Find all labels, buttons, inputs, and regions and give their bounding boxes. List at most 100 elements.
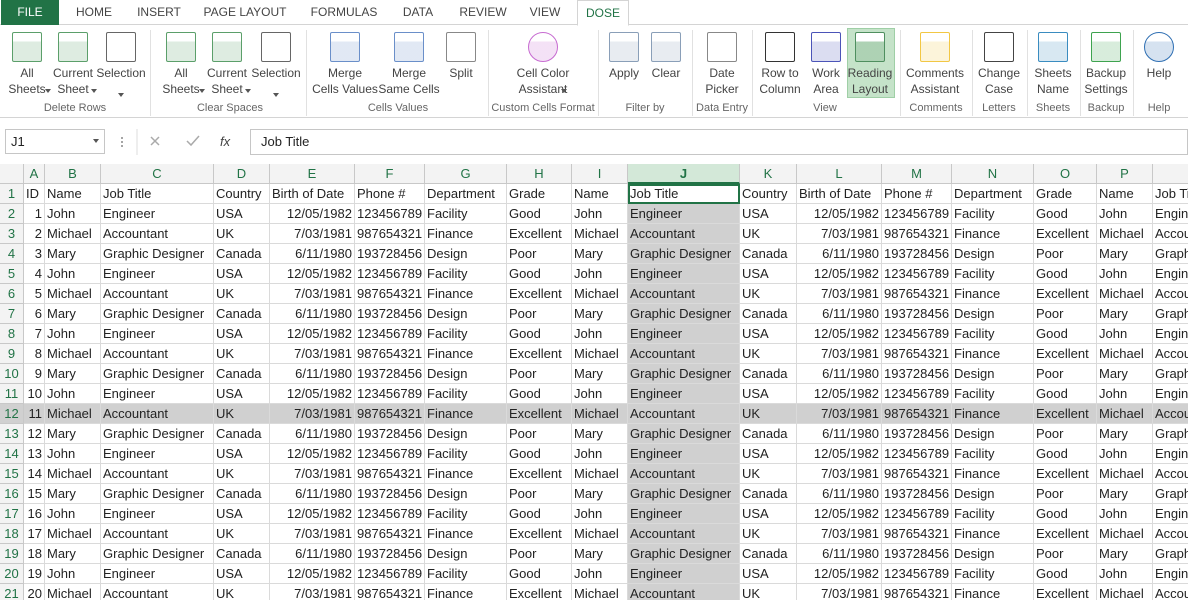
cell[interactable]: 193728456 [355, 484, 425, 504]
cell[interactable]: USA [214, 504, 270, 524]
cell[interactable]: 7/03/1981 [270, 464, 355, 484]
cell[interactable]: Mary [572, 364, 628, 384]
cell[interactable]: 7/03/1981 [797, 344, 882, 364]
cell[interactable]: Engineer [1153, 384, 1188, 404]
cell[interactable]: 123456789 [882, 564, 952, 584]
button-label[interactable]: Current [52, 66, 93, 80]
cell[interactable]: John [1097, 504, 1153, 524]
cell[interactable]: Accountant [1153, 224, 1188, 244]
cell[interactable]: USA [214, 204, 270, 224]
cell[interactable]: Birth of Date [797, 184, 882, 204]
cell[interactable]: Facility [952, 564, 1034, 584]
cell[interactable]: Mary [1097, 304, 1153, 324]
cell[interactable]: Job Title [101, 184, 214, 204]
cell[interactable]: Department [425, 184, 507, 204]
cell[interactable]: Mary [45, 484, 101, 504]
cell[interactable]: John [572, 264, 628, 284]
cell[interactable]: 987654321 [882, 284, 952, 304]
cell[interactable]: Excellent [507, 464, 572, 484]
cell[interactable]: Graphic Designer [1153, 364, 1188, 384]
cell[interactable]: Accountant [101, 404, 214, 424]
row-header[interactable]: 12 [0, 404, 24, 424]
cell[interactable]: 6/11/1980 [797, 484, 882, 504]
cell[interactable]: John [45, 204, 101, 224]
cell[interactable]: UK [740, 284, 797, 304]
cell[interactable]: Graphic Designer [101, 484, 214, 504]
cell[interactable]: 7 [24, 324, 45, 344]
cell[interactable]: Poor [507, 544, 572, 564]
cell[interactable]: UK [740, 224, 797, 244]
cell[interactable]: 193728456 [882, 304, 952, 324]
cell[interactable]: Graphic Designer [628, 244, 740, 264]
cell[interactable]: Design [952, 244, 1034, 264]
cell[interactable]: Engineer [1153, 324, 1188, 344]
cell[interactable]: 7/03/1981 [797, 284, 882, 304]
button-icon[interactable] [920, 32, 950, 62]
cell[interactable]: Michael [572, 524, 628, 544]
cell[interactable]: John [572, 384, 628, 404]
cell[interactable]: Mary [45, 364, 101, 384]
cell[interactable]: Accountant [628, 584, 740, 600]
cell[interactable]: Accountant [101, 464, 214, 484]
cell[interactable]: 987654321 [355, 464, 425, 484]
button-label[interactable]: Backup [1085, 66, 1127, 80]
cell[interactable]: 987654321 [355, 284, 425, 304]
cell[interactable]: Job Title [628, 184, 740, 204]
cell[interactable]: Canada [214, 544, 270, 564]
cell[interactable]: Excellent [507, 224, 572, 244]
cell[interactable]: Engineer [628, 564, 740, 584]
cell[interactable]: Design [425, 304, 507, 324]
cell[interactable]: 16 [24, 504, 45, 524]
cell[interactable]: 123456789 [355, 204, 425, 224]
button-label[interactable]: Case [984, 82, 1013, 96]
cell[interactable]: Mary [1097, 364, 1153, 384]
cell[interactable]: 7/03/1981 [797, 224, 882, 244]
cell[interactable]: Canada [214, 424, 270, 444]
cell[interactable]: 7/03/1981 [270, 344, 355, 364]
cell[interactable]: Mary [45, 244, 101, 264]
cell[interactable]: Poor [507, 424, 572, 444]
row-header[interactable]: 7 [0, 304, 24, 324]
cell[interactable]: Poor [1034, 484, 1097, 504]
cell[interactable]: Mary [45, 544, 101, 564]
cell[interactable]: 987654321 [882, 404, 952, 424]
cell[interactable]: 123456789 [882, 504, 952, 524]
cell[interactable]: Good [507, 324, 572, 344]
cell[interactable]: John [1097, 564, 1153, 584]
row-header[interactable]: 4 [0, 244, 24, 264]
cell[interactable]: 6/11/1980 [797, 544, 882, 564]
cell[interactable]: Good [507, 564, 572, 584]
cell[interactable]: Michael [1097, 464, 1153, 484]
button-label[interactable]: Split [449, 66, 473, 80]
cell[interactable]: Canada [740, 484, 797, 504]
button-label[interactable]: Layout [851, 82, 889, 96]
button-label[interactable]: Sheet [211, 82, 243, 96]
cell[interactable]: 193728456 [355, 364, 425, 384]
cell[interactable]: John [45, 384, 101, 404]
cell[interactable]: UK [740, 464, 797, 484]
cell[interactable]: Poor [507, 364, 572, 384]
cell[interactable]: Good [507, 204, 572, 224]
cell[interactable]: Good [1034, 264, 1097, 284]
cell[interactable]: Mary [1097, 484, 1153, 504]
cell[interactable]: Design [952, 484, 1034, 504]
cell[interactable]: Excellent [1034, 584, 1097, 600]
cell[interactable]: Facility [425, 564, 507, 584]
row-header[interactable]: 2 [0, 204, 24, 224]
cell[interactable]: 6/11/1980 [797, 424, 882, 444]
button-label[interactable]: Comments [905, 66, 964, 80]
cell[interactable]: 8 [24, 344, 45, 364]
cell[interactable]: 193728456 [355, 424, 425, 444]
cell[interactable]: Mary [572, 244, 628, 264]
cell[interactable]: Graphic Designer [1153, 484, 1188, 504]
cell[interactable]: 987654321 [882, 464, 952, 484]
cell[interactable]: UK [214, 404, 270, 424]
button-label[interactable]: Clear [651, 66, 681, 80]
cell[interactable]: 123456789 [355, 504, 425, 524]
cell[interactable]: Country [214, 184, 270, 204]
button-label[interactable]: Sheets [8, 82, 46, 96]
cell[interactable]: 6/11/1980 [797, 244, 882, 264]
cell[interactable]: UK [740, 584, 797, 600]
cell[interactable]: 14 [24, 464, 45, 484]
button-label[interactable]: Cells Values [312, 82, 378, 96]
